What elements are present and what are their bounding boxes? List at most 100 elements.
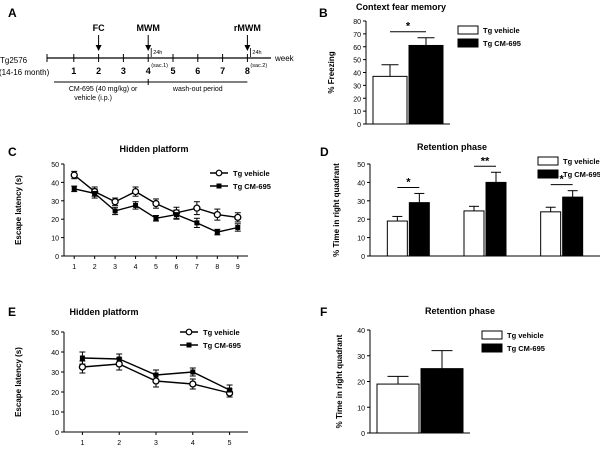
y-tick-label: 50 [51,162,59,169]
y-axis-label: % Time in right quadrant [332,163,341,257]
data-point-vehicle [115,360,123,368]
sac-note-label: (sac.1) [151,63,168,69]
y-tick-label: 10 [51,236,59,243]
data-point-cm695 [153,372,159,378]
legend-label: Tg vehicle [483,26,520,35]
y-tick-label: 20 [353,96,361,103]
sac-note-label: (sac.2) [250,63,267,69]
data-point-cm695 [153,215,159,221]
panel-e-hidden-platform: Hidden platform 0 10 20 30 40 50 Escape latency… [14,307,248,447]
chart-title: Retention phase [425,306,495,316]
x-tick-label: 5 [228,440,232,447]
y-axis-label: % Time in right quadrant [335,334,344,428]
timeline-event-arrowhead [244,45,251,51]
legend-label: Tg vehicle [563,157,600,166]
y-tick-label: 40 [353,71,361,78]
y-tick-label: 70 [353,32,361,39]
x-tick-label: 1 [72,264,76,271]
panel-letter-b: B [319,6,328,20]
timeline-event-arrowhead [145,45,152,51]
legend-marker-square [216,183,222,189]
timeline-event-arrowhead [95,45,102,51]
y-tick-label: 30 [51,199,59,206]
legend-swatch [481,330,503,340]
bar-cm695 [408,202,430,257]
legend-swatch [537,169,559,179]
timeline-week-label: 1 [71,66,76,76]
legend-swatch [457,25,479,35]
x-tick-label: 8 [215,264,219,271]
y-axis-label: % Freezing [327,51,336,93]
x-tick-label: 3 [154,440,158,447]
x-tick-label: 7 [195,264,199,271]
data-point-vehicle [70,171,78,179]
chart-title: Hidden platform [120,144,189,154]
panel-letter-f: F [320,305,327,319]
data-point-vehicle [152,199,160,208]
x-tick-label: 3 [113,264,117,271]
panel-letter-e: E [8,305,16,319]
y-tick-label: 0 [55,430,59,437]
bar-vehicle [463,210,485,257]
x-tick-label: 4 [191,440,195,447]
data-point-vehicle [234,213,242,222]
y-tick-label: 20 [357,380,365,387]
y-tick-label: 20 [51,217,59,224]
legend-label: Tg CM-695 [233,182,271,191]
data-point-vehicle [193,204,201,212]
legend-label: Tg vehicle [507,331,544,340]
data-point-cm695 [92,190,98,196]
legend-label: Tg CM-695 [563,170,600,179]
treatment-label-line2: vehicle (i.p.) [74,95,112,102]
panel-letter-c: C [8,145,17,159]
x-tick-label: 9 [236,264,240,271]
data-point-cm695 [173,212,179,218]
sac-note-time: 24h [153,50,162,56]
data-point-cm695 [112,208,118,214]
y-axis-label: Escape latency (s) [14,347,23,417]
y-tick-label: 10 [357,405,365,412]
legend-label: Tg vehicle [203,328,240,337]
bar-vehicle [540,211,562,257]
timeline-week-label: 2 [96,66,101,76]
y-tick-label: 30 [51,370,59,377]
significance-mark: * [560,174,565,186]
data-point-cm695 [190,369,196,375]
washout-label: wash-out period [172,86,223,93]
y-tick-label: 30 [353,83,361,90]
x-tick-label: 4 [134,264,138,271]
legend-label: Tg CM-695 [507,344,545,353]
data-point-vehicle [152,377,160,385]
y-tick-label: 50 [353,58,361,65]
significance-mark: ** [481,155,490,167]
x-tick-label: 2 [117,440,121,447]
timeline-age: (14-16 month) [0,68,50,77]
data-point-cm695 [133,202,139,208]
data-point-cm695 [71,186,77,192]
y-tick-label: 10 [357,236,365,243]
y-tick-label: 60 [353,45,361,52]
data-point-vehicle [189,380,197,388]
data-point-cm695 [214,229,220,235]
timeline-week-label: 3 [121,66,126,76]
legend-marker-square [186,342,192,348]
y-axis-label: Escape latency (s) [14,175,23,245]
y-tick-label: 40 [51,350,59,357]
panel-letter-d: D [320,145,329,159]
y-tick-label: 10 [51,410,59,417]
bar-cm695 [408,44,444,125]
x-tick-label: 6 [174,264,178,271]
chart-title: Retention phase [417,142,487,152]
y-tick-label: 40 [51,180,59,187]
panel-b-context-fear-memory: Context fear memory 0 10 20 30 40 50 60 70 80 % Fr… [327,2,521,129]
x-tick-label: 5 [154,264,158,271]
y-tick-label: 0 [361,254,365,261]
x-tick-label: 1 [80,440,84,447]
timeline-event-label: rMWM [234,23,261,33]
timeline-week-label: 5 [170,66,175,76]
y-tick-label: 0 [55,254,59,261]
y-tick-label: 40 [357,180,365,187]
panel-c-hidden-platform: Hidden platform 0 10 20 30 40 50 Escape latency… [14,144,271,271]
data-point-vehicle [111,198,119,206]
